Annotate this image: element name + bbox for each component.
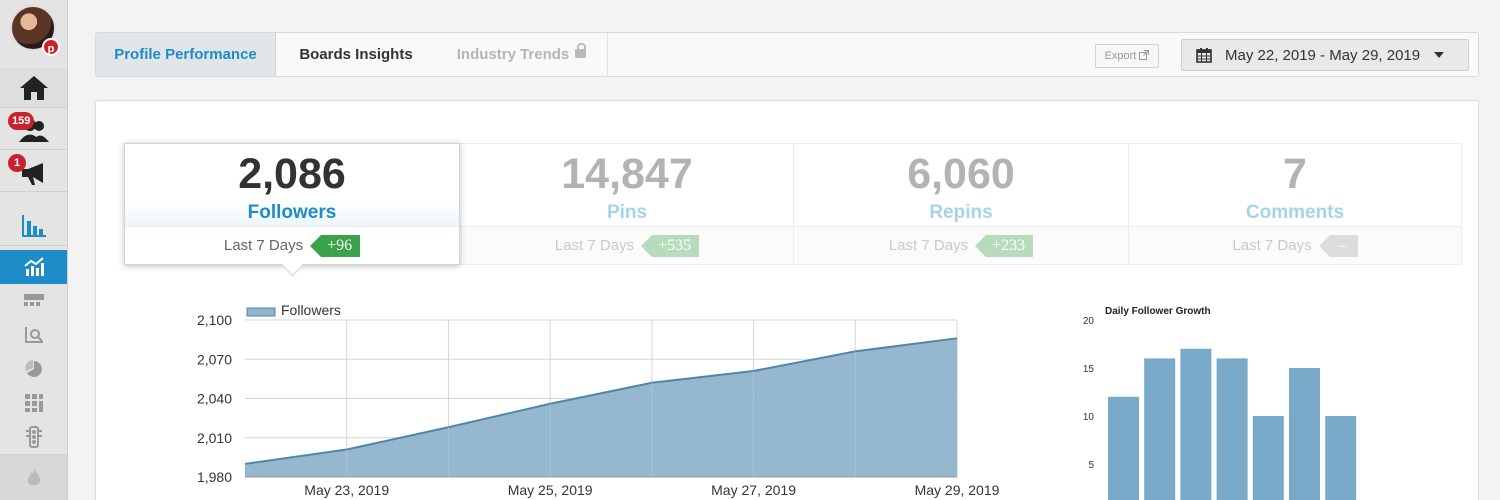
home-icon [19,75,48,100]
metric-footer: Last 7 Days +233 [794,226,1128,264]
daily-growth-bar [1325,416,1357,500]
tab-industry-trends: Industry Trends [436,33,608,76]
metric-period: Last 7 Days [888,237,969,254]
audience-count-badge: 159 [8,112,35,130]
y-tick-label: 1,980 [197,469,232,485]
metric-period: Last 7 Days [223,237,304,254]
fire-icon [27,468,40,485]
metric-card-followers[interactable]: 2,086 Followers Last 7 Days +96 [124,143,460,265]
pie-nav[interactable] [0,352,67,386]
metric-value: 14,847 [561,150,693,198]
y-tick-label: 2,070 [197,351,232,367]
export-button[interactable]: Export [1095,44,1159,68]
tab-profile-performance[interactable]: Profile Performance [96,33,276,76]
x-tick-label: May 25, 2019 [508,482,593,498]
legend-swatch [246,307,276,317]
date-range-label: May 22, 2019 - May 29, 2019 [1225,46,1421,64]
x-tick-label: May 27, 2019 [711,482,796,498]
report-tab-bar: Profile Performance Boards Insights Indu… [95,32,1479,77]
x-tick-label: May 23, 2019 [304,482,389,498]
calendar-icon [1196,48,1212,63]
blocks-nav[interactable] [0,386,67,420]
metric-change-badge: – [1318,234,1358,257]
followers-area [245,338,957,477]
metric-period: Last 7 Days [1232,237,1312,254]
bar-y-tick-label: 15 [1083,364,1095,375]
metric-footer: Last 7 Days +96 [125,226,459,264]
analytics-button[interactable] [0,206,67,246]
grid-icon [23,294,44,306]
bar-y-tick-label: 10 [1083,412,1095,423]
notifications-button[interactable]: 1 [0,152,67,192]
trend-chart-icon [23,257,44,276]
traffic-nav[interactable] [0,420,67,454]
audience-button[interactable]: 159 [0,110,67,150]
external-link-icon [1139,50,1150,60]
daily-growth-bar [1180,348,1212,500]
metric-label: Pins [606,202,648,223]
chevron-down-icon [1434,52,1445,58]
daily-growth-bar [1108,396,1139,500]
lock-icon [575,43,587,58]
blocks-icon [24,394,43,412]
metric-label: Repins [929,202,993,223]
metric-value: 6,060 [907,150,1015,198]
legend-label: Followers [281,302,341,318]
traffic-light-icon [25,426,42,448]
y-tick-label: 2,100 [197,312,232,328]
bar-chart-title: Daily Follower Growth [1105,306,1211,317]
bar-y-tick-label: 20 [1083,316,1095,327]
notifications-count-badge: 1 [8,154,26,172]
metric-footer: Last 7 Days – [1129,226,1461,264]
pie-icon [24,360,42,377]
y-tick-label: 2,040 [197,391,232,407]
search-insights-nav[interactable] [0,318,67,352]
metric-card-pins[interactable]: 14,847 Pins Last 7 Days +535 [459,143,795,265]
daily-growth-bar [1216,358,1248,500]
metric-change-badge: +535 [641,234,700,257]
metric-label: Comments [1245,202,1345,223]
daily-growth-bar [1289,368,1320,500]
y-tick-label: 2,010 [197,430,232,446]
metric-value: 7 [1283,150,1307,198]
metric-card-repins[interactable]: 6,060 Repins Last 7 Days +233 [793,143,1129,265]
tab-industry-trends-label: Industry Trends [456,46,570,63]
x-tick-label: May 29, 2019 [915,482,1000,498]
profile-performance-nav[interactable] [0,250,67,284]
bar-chart-icon [21,214,46,237]
home-button[interactable] [0,68,67,108]
date-range-picker[interactable]: May 22, 2019 - May 29, 2019 [1181,39,1469,71]
tab-boards-insights[interactable]: Boards Insights [299,46,413,63]
metric-change-badge: +96 [310,234,361,257]
sidebar: p 159 1 [0,0,68,500]
metric-change-badge: +233 [975,234,1034,257]
daily-growth-bar [1144,358,1176,500]
export-label: Export [1104,50,1137,62]
followers-line [244,337,958,465]
bar-y-tick-label: 5 [1088,460,1094,471]
boards-nav[interactable] [0,284,67,318]
metric-footer: Last 7 Days +535 [460,226,794,264]
metric-value: 2,086 [238,150,346,198]
daily-growth-bar [1252,416,1284,500]
pinterest-badge-icon: p [42,38,60,56]
megaphone-icon [21,162,43,185]
search-chart-icon [24,327,43,343]
trending-nav[interactable] [0,454,67,500]
metric-card-comments[interactable]: 7 Comments Last 7 Days – [1128,143,1462,265]
metric-period: Last 7 Days [554,237,635,254]
